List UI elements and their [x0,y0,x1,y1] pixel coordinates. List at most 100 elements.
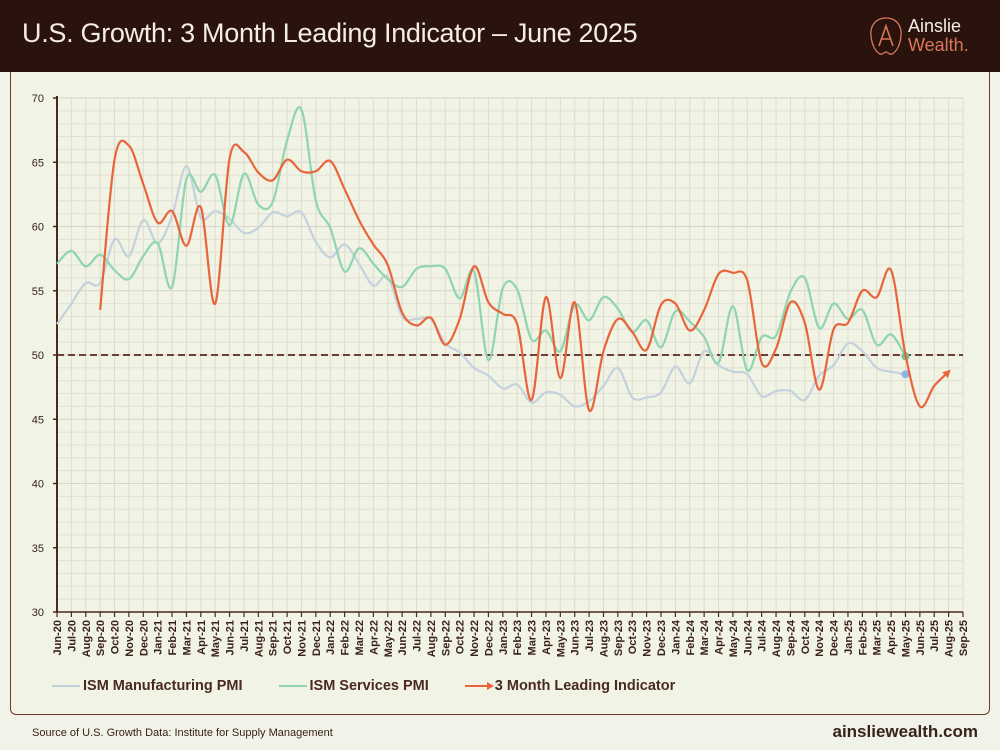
x-tick-label: Oct-23 [627,620,639,654]
y-tick-label: 35 [32,543,44,555]
x-tick-label: Jun-21 [225,620,237,655]
x-tick-label: Jun-20 [52,620,64,655]
x-tick-label: Apr-25 [886,620,898,655]
x-tick-label: Nov-24 [814,619,826,657]
x-tick-label: Aug-22 [426,620,438,657]
x-tick-label: May-24 [728,619,740,657]
y-tick-label: 65 [32,157,44,169]
logo-mark-icon [870,17,902,55]
x-tick-label: Nov-21 [296,620,308,657]
x-tick-label: Mar-23 [527,620,539,655]
x-tick-label: Aug-21 [253,620,265,657]
x-tick-label: Aug-24 [771,619,783,657]
x-tick-label: May-25 [900,620,912,657]
x-tick-label: Jul-24 [757,619,769,652]
x-tick-label: Apr-23 [541,620,553,655]
x-tick-label: Feb-24 [685,619,697,655]
x-tick-label: Oct-21 [282,620,294,654]
arrow-right-icon [464,682,494,690]
x-tick-label: Jun-23 [570,620,582,655]
x-tick-label: Jun-24 [742,619,754,655]
series-leading-indicator [99,139,951,412]
x-tick-label: Mar-25 [872,620,884,655]
legend-label: 3 Month Leading Indicator [494,678,676,694]
legend-swatch [278,685,307,687]
y-tick-label: 60 [32,222,44,234]
x-tick-label: Jan-23 [498,620,510,655]
x-tick-label: Dec-21 [311,620,323,656]
x-tick-label: Apr-22 [368,620,380,655]
x-tick-label: Sep-20 [95,620,107,656]
x-tick-label: Dec-23 [656,620,668,656]
x-tick-label: Jan-22 [325,620,337,655]
x-tick-label: Jan-24 [670,619,682,655]
x-tick-label: Feb-23 [512,620,524,655]
x-tick-label: Apr-21 [196,620,208,655]
x-tick-label: Dec-22 [483,620,495,656]
y-tick-label: 40 [32,479,44,491]
x-tick-label: Sep-22 [440,620,452,656]
x-tick-label: May-23 [555,620,567,657]
x-tick-label: Jul-22 [412,620,424,652]
x-tick-label: Aug-25 [944,620,956,657]
grid [56,97,964,613]
x-tick-label: Sep-21 [268,620,280,656]
x-tick-label: Nov-20 [124,620,136,657]
x-tick-label: Mar-21 [181,620,193,655]
x-tick-label: Jul-21 [239,620,251,652]
series-services-pmi [56,106,907,372]
x-tick-label: Sep-25 [958,620,970,656]
x-tick-label: Mar-24 [699,619,711,655]
legend-item-services[interactable]: ISM Services PMI [278,678,429,694]
x-tick-label: Nov-22 [469,620,481,657]
x-tick-label: Dec-24 [829,619,841,656]
y-tick-label: 55 [32,286,44,298]
ainslie-wealth-logo: Ainslie Wealth. [866,14,986,58]
series-lines [56,106,963,412]
x-tick-label: May-22 [383,620,395,657]
legend-item-manufacturing[interactable]: ISM Manufacturing PMI [52,678,243,694]
header: U.S. Growth: 3 Month Leading Indicator –… [0,0,1000,72]
x-tick-label: Dec-20 [138,620,150,656]
x-tick-label: Aug-23 [598,620,610,657]
x-tick-label: Sep-23 [613,620,625,656]
legend-item-leading-indicator[interactable]: 3 Month Leading Indicator [464,678,676,694]
logo-text-line1: Ainslie [908,16,962,36]
y-tick-label: 45 [32,414,44,426]
last-point-marker [901,370,910,379]
page-title: U.S. Growth: 3 Month Leading Indicator –… [22,18,638,48]
axes [53,96,964,617]
logo-text-line2: Wealth. [908,35,969,55]
x-tick-label: Nov-23 [642,620,654,657]
x-tick-label: Feb-21 [167,620,179,655]
x-tick-label: Jun-22 [397,620,409,655]
legend-label: ISM Manufacturing PMI [83,678,243,694]
x-tick-label: Aug-20 [81,620,93,657]
x-tick-label: Oct-22 [455,620,467,654]
y-tick-label: 50 [32,350,44,362]
legend-swatch [52,685,80,687]
source-note: Source of U.S. Growth Data: Institute fo… [32,727,333,739]
x-tick-label: Jul-25 [929,620,941,652]
y-tick-label: 70 [32,93,44,105]
x-tick-label: Sep-24 [785,619,797,656]
x-tick-label: Oct-24 [800,619,812,654]
x-tick-label: Jul-20 [66,620,78,652]
x-tick-label: Jul-23 [584,620,596,652]
x-tick-label: Mar-22 [354,620,366,655]
legend: ISM Manufacturing PMI ISM Services PMI 3… [52,678,711,694]
x-tick-label: May-21 [210,620,222,657]
legend-label: ISM Services PMI [309,678,429,694]
x-tick-label: Oct-20 [110,620,122,654]
x-tick-label: Jan-21 [153,620,165,655]
x-tick-label: Apr-24 [714,619,726,655]
x-tick-label: Jun-25 [915,620,927,655]
y-tick-label: 30 [32,607,44,619]
series-manufacturing-pmi [56,165,906,408]
website-link[interactable]: ainsliewealth.com [832,722,979,741]
x-tick-label: Feb-25 [857,620,869,655]
x-tick-label: Feb-22 [340,620,352,655]
x-tick-label: Jan-25 [843,620,855,655]
